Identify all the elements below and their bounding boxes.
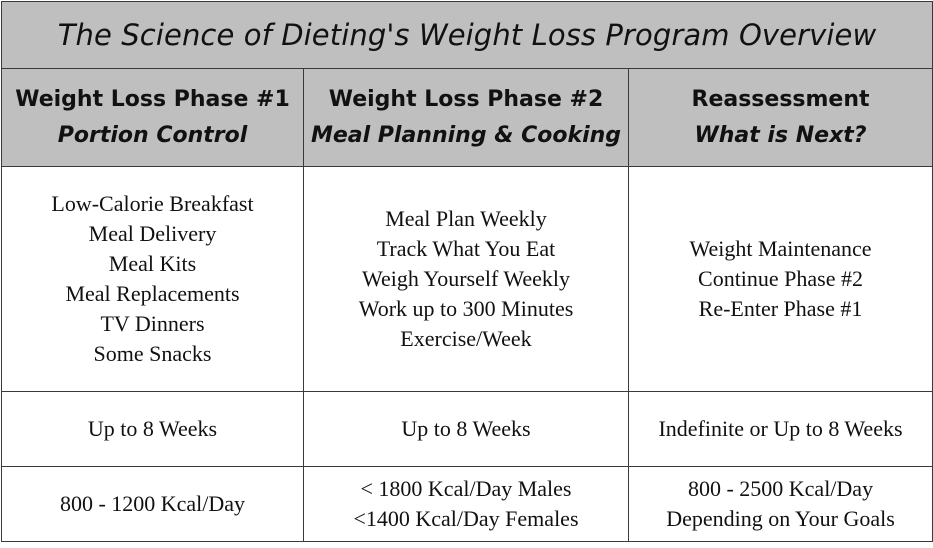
phase-1-items: Low-Calorie Breakfast Meal Delivery Meal… (1, 166, 304, 392)
list-item: Meal Replacements (65, 281, 240, 306)
list-item: Low-Calorie Breakfast (51, 191, 254, 216)
calorie-line: 800 - 1200 Kcal/Day (59, 491, 246, 516)
calorie-line: 800 - 2500 Kcal/Day (687, 476, 874, 501)
title-row: The Science of Dieting's Weight Loss Pro… (0, 1, 933, 69)
calorie-line: <1400 Kcal/Day Females (353, 506, 579, 531)
reassessment-duration: Indefinite or Up to 8 Weeks (627, 391, 933, 467)
reassessment-header: Reassessment What is Next? (627, 68, 933, 167)
phase-1-calories: 800 - 1200 Kcal/Day (1, 466, 304, 542)
list-item: Meal Delivery (88, 221, 217, 246)
reassessment-heading: Reassessment (691, 86, 870, 112)
reassessment-items: Weight Maintenance Continue Phase #2 Re-… (627, 166, 933, 392)
reassessment-subheading: What is Next? (694, 122, 867, 148)
table-title: The Science of Dieting's Weight Loss Pro… (0, 1, 933, 69)
list-item: Meal Kits (108, 251, 197, 276)
phase-2-items: Meal Plan Weekly Track What You Eat Weig… (303, 166, 629, 392)
phase-2-heading: Weight Loss Phase #2 (328, 86, 604, 112)
list-item: Track What You Eat (376, 236, 556, 261)
phase-2-header: Weight Loss Phase #2 Meal Planning & Coo… (303, 68, 629, 167)
list-item: Exercise/Week (400, 326, 532, 351)
header-row: Weight Loss Phase #1 Portion Control Wei… (1, 68, 933, 167)
list-item: Re-Enter Phase #1 (698, 296, 863, 321)
phase-2-duration: Up to 8 Weeks (303, 391, 629, 467)
phase-1-header: Weight Loss Phase #1 Portion Control (1, 68, 304, 167)
list-item: Weight Maintenance (689, 236, 872, 261)
phase-1-heading: Weight Loss Phase #1 (15, 86, 290, 112)
phase-2-subheading: Meal Planning & Cooking (310, 122, 622, 148)
phase-1-subheading: Portion Control (57, 122, 248, 148)
list-item: Work up to 300 Minutes (358, 296, 574, 321)
duration-row: Up to 8 Weeks Up to 8 Weeks Indefinite o… (1, 391, 933, 467)
calories-row: 800 - 1200 Kcal/Day < 1800 Kcal/Day Male… (1, 466, 933, 542)
list-item: TV Dinners (100, 311, 205, 336)
list-item: Meal Plan Weekly (385, 206, 547, 231)
reassessment-calories: 800 - 2500 Kcal/Day Depending on Your Go… (627, 466, 933, 542)
list-item: Weigh Yourself Weekly (361, 266, 571, 291)
list-item: Continue Phase #2 (698, 266, 864, 291)
phase-1-duration: Up to 8 Weeks (1, 391, 304, 467)
list-item: Some Snacks (93, 341, 212, 366)
calorie-line: < 1800 Kcal/Day Males (360, 476, 572, 501)
calorie-line: Depending on Your Goals (666, 506, 895, 531)
items-row: Low-Calorie Breakfast Meal Delivery Meal… (1, 166, 933, 392)
phase-2-calories: < 1800 Kcal/Day Males <1400 Kcal/Day Fem… (303, 466, 629, 542)
